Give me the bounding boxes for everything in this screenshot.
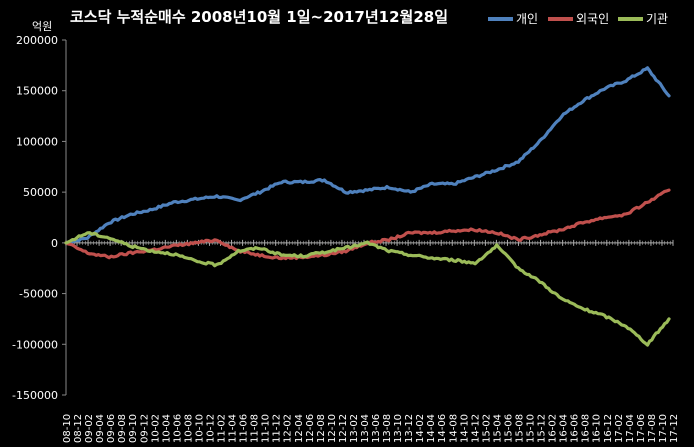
x-tick-label: 10-08 (183, 414, 194, 443)
x-tick-label: 15-08 (514, 414, 525, 443)
x-tick-label: 17-02 (614, 414, 625, 443)
x-tick-label: 10-10 (194, 414, 205, 443)
series-line-institution (64, 231, 671, 347)
x-tick-label: 15-10 (526, 414, 537, 443)
y-tick-label: 150000 (16, 85, 58, 98)
x-tick-label: 10-12 (205, 414, 216, 443)
x-tick-label: 09-08 (117, 414, 128, 443)
y-tick-label: 50000 (23, 186, 58, 199)
y-tick-label: -100000 (12, 338, 58, 351)
x-tick-label: 11-04 (228, 414, 239, 443)
y-tick-label: 0 (51, 237, 58, 250)
x-tick-label: 08-12 (73, 414, 84, 443)
x-tick-label: 11-08 (250, 414, 261, 443)
x-tick-label: 08-10 (62, 414, 73, 443)
chart-title: 코스닥 누적순매수 2008년10월 1일~2017년12월28일 (70, 8, 448, 26)
x-tick-label: 09-12 (139, 414, 150, 443)
x-tick-label: 12-02 (283, 414, 294, 443)
x-tick-label: 17-12 (669, 414, 680, 443)
x-tick-label: 16-06 (570, 414, 581, 443)
x-axis: 08-10 08-12 09-02 09-04 09-06 09-08 09-10 09-12… (62, 239, 680, 443)
x-tick-label: 12-10 (327, 414, 338, 443)
x-tick-label: 15-12 (537, 414, 548, 443)
x-tick-label: 16-08 (581, 414, 592, 443)
x-tick-label: 17-10 (658, 414, 669, 443)
x-tick-label: 16-02 (548, 414, 559, 443)
x-tick-label: 09-04 (95, 414, 106, 443)
y-tick-label: -150000 (12, 389, 58, 402)
x-tick-label: 14-12 (470, 414, 481, 443)
legend: 개인 외국인 기관 (488, 12, 668, 26)
x-tick-label: 13-04 (360, 414, 371, 443)
x-tick-label: 16-04 (559, 414, 570, 443)
y-tick-label: 100000 (16, 135, 58, 148)
x-tick-label: 09-02 (84, 414, 95, 443)
x-tick-label: 13-02 (349, 414, 360, 443)
x-tick-label: 16-10 (592, 414, 603, 443)
x-tick-label: 10-04 (161, 414, 172, 443)
x-tick-label: 10-06 (172, 414, 183, 443)
x-tick-label: 11-10 (261, 414, 272, 443)
x-tick-label: 11-06 (239, 414, 250, 443)
x-tick-label: 13-08 (382, 414, 393, 443)
y-axis: 200000 150000 100000 50000 0 -50000 -100000 -15… (12, 34, 67, 402)
series-line-individual (64, 66, 671, 245)
legend-label-institution: 기관 (646, 12, 668, 26)
x-tick-label: 17-06 (636, 414, 647, 443)
x-tick-label: 17-04 (625, 414, 636, 443)
y-tick-label: -50000 (19, 288, 58, 301)
x-tick-label: 10-02 (150, 414, 161, 443)
x-tick-label: 09-10 (128, 414, 139, 443)
x-tick-label: 12-06 (305, 414, 316, 443)
x-tick-label: 17-08 (647, 414, 658, 443)
x-tick-label: 15-02 (481, 414, 492, 443)
series-layer (64, 66, 671, 347)
y-tick-label: 200000 (16, 34, 58, 47)
legend-label-foreign: 외국인 (576, 12, 609, 26)
x-tick-label: 16-12 (603, 414, 614, 443)
x-tick-label: 12-04 (294, 414, 305, 443)
x-tick-label: 14-04 (426, 414, 437, 443)
x-tick-label: 15-04 (492, 414, 503, 443)
x-tick-label: 14-10 (459, 414, 470, 443)
x-tick-label: 11-02 (217, 414, 228, 443)
x-tick-label: 09-06 (106, 414, 117, 443)
x-tick-label: 14-06 (437, 414, 448, 443)
x-tick-label: 12-12 (338, 414, 349, 443)
x-tick-label: 13-06 (371, 414, 382, 443)
x-tick-label: 14-02 (415, 414, 426, 443)
x-tick-label: 13-12 (404, 414, 415, 443)
x-tick-label: 13-10 (393, 414, 404, 443)
x-tick-label: 11-12 (272, 414, 283, 443)
x-tick-label: 14-08 (448, 414, 459, 443)
legend-label-individual: 개인 (516, 12, 538, 26)
x-tick-label: 12-08 (316, 414, 327, 443)
y-axis-label: 억원 (32, 20, 52, 33)
x-tick-label: 15-06 (503, 414, 514, 443)
